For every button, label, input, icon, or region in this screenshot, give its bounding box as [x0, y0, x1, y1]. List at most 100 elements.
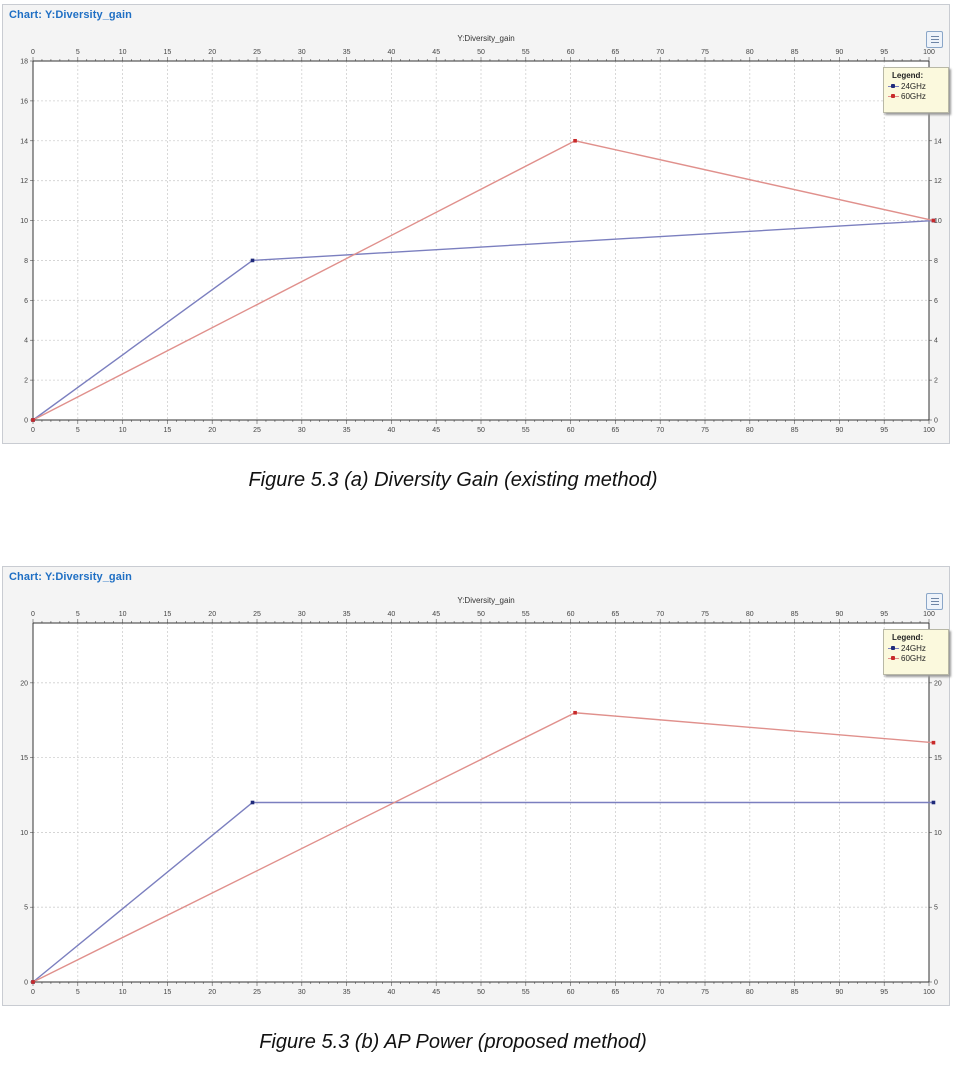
x-tick-label-bottom: 75 — [701, 427, 709, 434]
x-tick-label-top: 30 — [298, 49, 306, 56]
x-tick-label-bottom: 85 — [791, 427, 799, 434]
x-tick-label-top: 75 — [701, 611, 709, 618]
legend-swatch — [888, 646, 899, 650]
legend-heading: Legend: — [892, 633, 924, 642]
legend: Legend: 24GHz 60GHz — [883, 67, 949, 113]
x-tick-label-top: 65 — [612, 611, 620, 618]
x-tick-label-top: 5 — [76, 49, 80, 56]
x-tick-label-top: 40 — [388, 611, 396, 618]
x-tick-label-top: 45 — [432, 49, 440, 56]
x-tick-label-bottom: 30 — [298, 427, 306, 434]
legend-toggle-button[interactable] — [926, 593, 943, 610]
x-tick-label-bottom: 85 — [791, 989, 799, 996]
x-tick-label-top: 40 — [388, 49, 396, 56]
y-tick-label-right: 10 — [934, 218, 942, 225]
x-tick-label-bottom: 75 — [701, 989, 709, 996]
x-tick-label-bottom: 20 — [208, 427, 216, 434]
x-tick-label-bottom: 35 — [343, 989, 351, 996]
panel-title: Chart: Y:Diversity_gain — [9, 571, 132, 583]
y-tick-label-right: 10 — [934, 830, 942, 837]
data-point-60ghz — [31, 980, 35, 984]
legend: Legend: 24GHz 60GHz — [883, 629, 949, 675]
x-tick-label-top: 0 — [31, 611, 35, 618]
x-tick-label-bottom: 0 — [31, 989, 35, 996]
x-tick-label-top: 85 — [791, 611, 799, 618]
x-tick-label-top: 90 — [836, 49, 844, 56]
y-tick-label-left: 0 — [24, 418, 28, 425]
x-tick-label-top: 95 — [880, 611, 888, 618]
line-chart-a: 0055101015152020252530303535404045455050… — [20, 34, 942, 434]
x-tick-label-bottom: 5 — [76, 989, 80, 996]
x-tick-label-top: 35 — [343, 49, 351, 56]
x-tick-label-top: 80 — [746, 611, 754, 618]
y-tick-label-right: 0 — [934, 980, 938, 987]
x-tick-label-top: 100 — [923, 49, 935, 56]
legend-label: 60GHz — [901, 92, 926, 101]
data-point-24ghz — [931, 800, 936, 805]
x-tick-label-top: 60 — [567, 49, 575, 56]
x-tick-label-top: 85 — [791, 49, 799, 56]
x-tick-label-bottom: 40 — [388, 427, 396, 434]
y-tick-label-right: 12 — [934, 178, 942, 185]
y-tick-label-left: 10 — [20, 218, 28, 225]
x-tick-label-bottom: 35 — [343, 427, 351, 434]
data-point-60ghz — [573, 138, 577, 143]
y-tick-label-left: 2 — [24, 378, 28, 385]
line-chart-b: 0055101015152020252530303535404045455050… — [20, 596, 942, 996]
x-tick-label-bottom: 40 — [388, 989, 396, 996]
data-point-24ghz — [250, 800, 255, 805]
y-tick-label-right: 20 — [934, 680, 942, 687]
x-tick-label-bottom: 15 — [164, 989, 172, 996]
chart-panel-a: Chart: Y:Diversity_gain 0 0 5 5 10 10 15 15 20 20… — [2, 4, 950, 444]
data-point-24ghz — [250, 258, 255, 263]
x-tick-label-top: 5 — [76, 611, 80, 618]
x-tick-label-top: 95 — [880, 49, 888, 56]
plot-area — [33, 61, 929, 420]
x-tick-label-bottom: 45 — [432, 427, 440, 434]
data-point-60ghz — [931, 218, 936, 223]
x-tick-label-bottom: 70 — [656, 989, 664, 996]
x-tick-label-top: 30 — [298, 611, 306, 618]
x-tick-label-top: 20 — [208, 49, 216, 56]
legend-toggle-button[interactable] — [926, 31, 943, 48]
y-tick-label-left: 15 — [20, 755, 28, 762]
x-tick-label-bottom: 15 — [164, 427, 172, 434]
y-tick-label-left: 8 — [24, 258, 28, 265]
x-tick-label-bottom: 25 — [253, 427, 261, 434]
x-tick-label-top: 65 — [612, 49, 620, 56]
x-tick-label-top: 15 — [164, 611, 172, 618]
y-tick-label-right: 8 — [934, 258, 938, 265]
x-tick-label-bottom: 65 — [612, 427, 620, 434]
legend-label: 60GHz — [901, 654, 926, 663]
x-tick-label-bottom: 25 — [253, 989, 261, 996]
x-tick-label-bottom: 50 — [477, 427, 485, 434]
figure-caption-a: Figure 5.3 (a) Diversity Gain (existing … — [248, 469, 658, 491]
chart-title: Y:Diversity_gain — [457, 34, 514, 43]
x-tick-label-top: 100 — [923, 611, 935, 618]
y-tick-label-left: 0 — [24, 980, 28, 987]
y-tick-label-left: 18 — [20, 59, 28, 66]
y-tick-label-left: 6 — [24, 298, 28, 305]
legend-swatch — [888, 656, 899, 660]
legend-swatch — [888, 84, 899, 88]
x-tick-label-top: 80 — [746, 49, 754, 56]
y-tick-label-left: 14 — [20, 138, 28, 145]
x-tick-label-top: 25 — [253, 49, 261, 56]
y-tick-label-right: 14 — [934, 138, 942, 145]
x-tick-label-bottom: 90 — [836, 989, 844, 996]
legend-swatch — [888, 94, 899, 98]
x-tick-label-bottom: 100 — [923, 989, 935, 996]
x-tick-label-bottom: 95 — [880, 427, 888, 434]
x-tick-label-bottom: 60 — [567, 427, 575, 434]
x-tick-label-top: 75 — [701, 49, 709, 56]
y-tick-label-left: 4 — [24, 338, 28, 345]
figure-caption-b: Figure 5.3 (b) AP Power (proposed method… — [259, 1031, 647, 1053]
x-tick-label-bottom: 100 — [923, 427, 935, 434]
x-tick-label-bottom: 80 — [746, 989, 754, 996]
legend-label: 24GHz — [901, 644, 926, 653]
x-tick-label-bottom: 95 — [880, 989, 888, 996]
y-tick-label-right: 0 — [934, 418, 938, 425]
x-tick-label-bottom: 50 — [477, 989, 485, 996]
x-tick-label-bottom: 70 — [656, 427, 664, 434]
y-tick-label-left: 5 — [24, 905, 28, 912]
